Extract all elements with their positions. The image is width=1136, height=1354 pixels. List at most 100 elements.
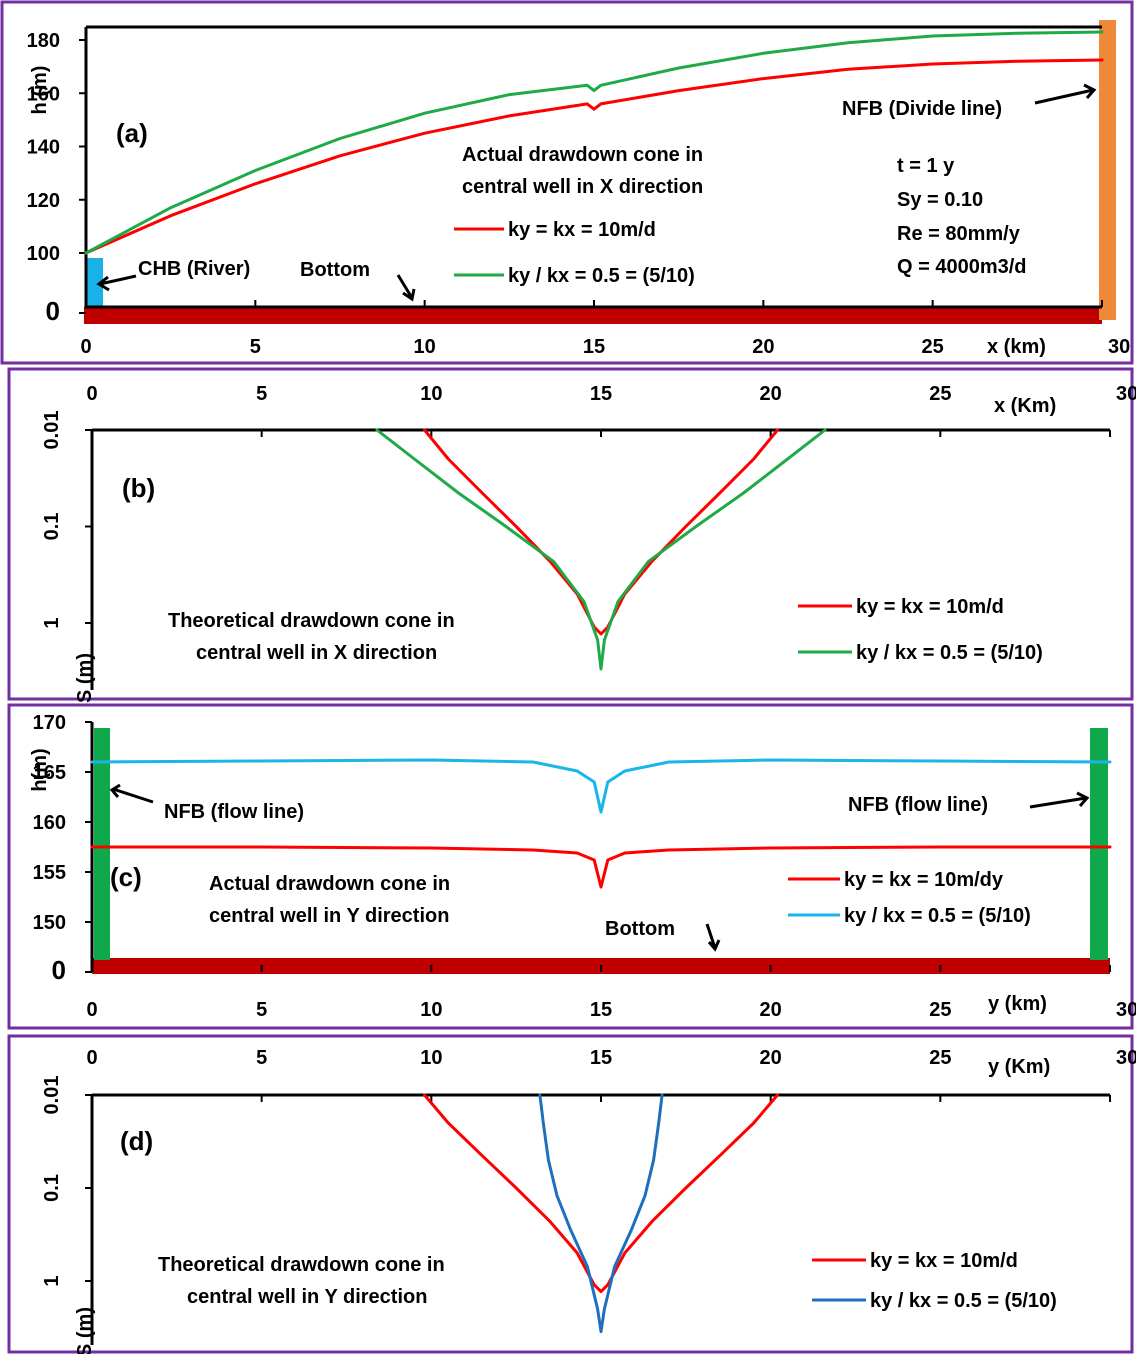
chb-river-bar: [86, 258, 103, 306]
title-line-2-a: central well in X direction: [462, 176, 703, 198]
series-line-a-1: [84, 58, 1104, 255]
legend-label-b-red: ky = kx = 10m/d: [856, 596, 1004, 618]
y-tick-label-d: 0.1: [41, 1174, 63, 1202]
panel-b-frame: [7, 367, 1134, 701]
x-tick-label-a: 5: [250, 336, 261, 358]
series-line-d-2: [538, 1093, 664, 1334]
series-line-d-1: [423, 1093, 779, 1294]
series-line-a-2: [84, 30, 1104, 255]
legend-label-d-red: ky = kx = 10m/d: [870, 1250, 1018, 1272]
panel-label-b: (b): [122, 473, 155, 503]
legend-label-a-red: ky = kx = 10m/d: [508, 219, 656, 241]
y-tick-label-c: 155: [33, 862, 66, 884]
y-tick-label-c: 160: [33, 812, 66, 834]
nfb-divide-bar: [1099, 20, 1116, 320]
panel-a-frame: [0, 0, 1134, 365]
y-tick-label-a: 120: [27, 190, 60, 212]
x-tick-label-d: 30: [1116, 1047, 1136, 1069]
nfb-flow-bar-right: [1090, 728, 1108, 960]
x-tick-label-b: 30: [1116, 383, 1136, 405]
title-line-1-c: Actual drawdown cone in: [209, 873, 450, 895]
title-line-1-b: Theoretical drawdown cone in: [168, 610, 455, 632]
x-tick-label-c: 15: [590, 999, 612, 1021]
y-tick-label-d: 1: [41, 1275, 63, 1286]
y-tick-label-a: 0: [46, 296, 60, 326]
y-tick-label-b: 1: [41, 617, 63, 628]
title-line-2-c: central well in Y direction: [209, 905, 449, 927]
y-axis-label-b: S (m): [74, 653, 96, 703]
panel-d-frame: [7, 1034, 1134, 1354]
panel-b: 0 5 10 15 20 25 30 0.01 0.1 1 (b) S (m) x (Km) T…: [41, 383, 1136, 703]
x-tick-label-b: 15: [590, 383, 612, 405]
y-tick-label-b: 0.01: [41, 411, 63, 450]
title-line-1-d: Theoretical drawdown cone in: [158, 1254, 445, 1276]
param-t: t = 1 y: [897, 155, 955, 177]
arrow-nfb-right-icon: [1029, 791, 1090, 809]
x-tick-label-b: 25: [929, 383, 951, 405]
y-tick-label-b: 0.1: [41, 513, 63, 541]
param-q: Q = 4000m3/d: [897, 256, 1027, 278]
panel-label-c: (c): [110, 862, 142, 892]
annotation-bottom-c: Bottom: [605, 918, 675, 940]
legend-label-a-green: ky / kx = 0.5 = (5/10): [508, 265, 695, 287]
arrow-chb-icon: [96, 274, 137, 292]
arrow-nfb-divide-icon: [1034, 83, 1097, 105]
x-tick-label-c: 0: [86, 999, 97, 1021]
panel-c-frame: [7, 703, 1134, 1030]
x-axis-label-b: x (Km): [994, 395, 1056, 417]
annotation-nfb-flow-right: NFB (flow line): [848, 794, 988, 816]
x-tick-label-d: 5: [256, 1047, 267, 1069]
x-tick-label-a: 20: [752, 336, 774, 358]
x-tick-label-c: 5: [256, 999, 267, 1021]
annotation-chb: CHB (River): [138, 258, 250, 280]
x-tick-label-a: 10: [414, 336, 436, 358]
x-tick-label-b: 0: [86, 383, 97, 405]
series-line-b-2: [375, 428, 827, 671]
y-tick-label-c: 0: [52, 955, 66, 985]
panel-c: 0 5 10 15 20 25 30 0 150 155 160 165 170 (c) h(m) y…: [29, 712, 1136, 1021]
x-tick-label-a: 0: [80, 336, 91, 358]
title-line-2-d: central well in Y direction: [187, 1286, 427, 1308]
x-tick-label-c: 10: [420, 999, 442, 1021]
x-tick-label-c: 25: [929, 999, 951, 1021]
x-tick-label-a: 30: [1108, 336, 1130, 358]
legend-label-c-red: ky = kx = 10m/dy: [844, 869, 1004, 891]
y-tick-label-c: 165: [33, 762, 66, 784]
param-re: Re = 80mm/y: [897, 223, 1021, 245]
legend-label-d-blue: ky / kx = 0.5 = (5/10): [870, 1290, 1057, 1312]
panel-d: 0 5 10 15 20 25 30 0.01 0.1 1 (d) S (m) y (Km) T…: [41, 1047, 1136, 1354]
x-tick-label-b: 5: [256, 383, 267, 405]
nfb-flow-bar-left: [94, 728, 110, 960]
bottom-bar-a: [84, 307, 1102, 324]
y-tick-label-a: 180: [27, 30, 60, 52]
x-tick-label-d: 25: [929, 1047, 951, 1069]
x-tick-label-d: 20: [760, 1047, 782, 1069]
x-tick-label-b: 20: [760, 383, 782, 405]
panel-label-d: (d): [120, 1126, 153, 1156]
annotation-nfb-divide: NFB (Divide line): [842, 98, 1002, 120]
x-tick-label-a: 15: [583, 336, 605, 358]
x-axis-label-a: x (km): [987, 336, 1046, 358]
x-axis-label-d: y (Km): [988, 1056, 1050, 1078]
y-tick-label-a: 160: [27, 83, 60, 105]
annotation-bottom-a: Bottom: [300, 259, 370, 281]
y-tick-label-c: 150: [33, 912, 66, 934]
y-axis-label-d: S (m): [74, 1307, 96, 1354]
x-tick-label-d: 10: [420, 1047, 442, 1069]
x-tick-label-c: 30: [1116, 999, 1136, 1021]
series-line-b-1: [423, 428, 779, 636]
legend-label-b-green: ky / kx = 0.5 = (5/10): [856, 642, 1043, 664]
x-tick-label-a: 25: [922, 336, 944, 358]
panel-label-a: (a): [116, 118, 148, 148]
title-line-1-a: Actual drawdown cone in: [462, 144, 703, 166]
series-line-c-1: [90, 845, 1112, 889]
arrow-bottom-a-icon: [396, 274, 416, 302]
y-axis-label-a: h (m): [29, 66, 51, 115]
title-line-2-b: central well in X direction: [196, 642, 437, 664]
legend-label-c-blue: ky / kx = 0.5 = (5/10): [844, 905, 1031, 927]
x-axis-label-c: y (km): [988, 993, 1047, 1015]
param-sy: Sy = 0.10: [897, 189, 983, 211]
y-axis-label-c: h(m): [29, 748, 51, 791]
